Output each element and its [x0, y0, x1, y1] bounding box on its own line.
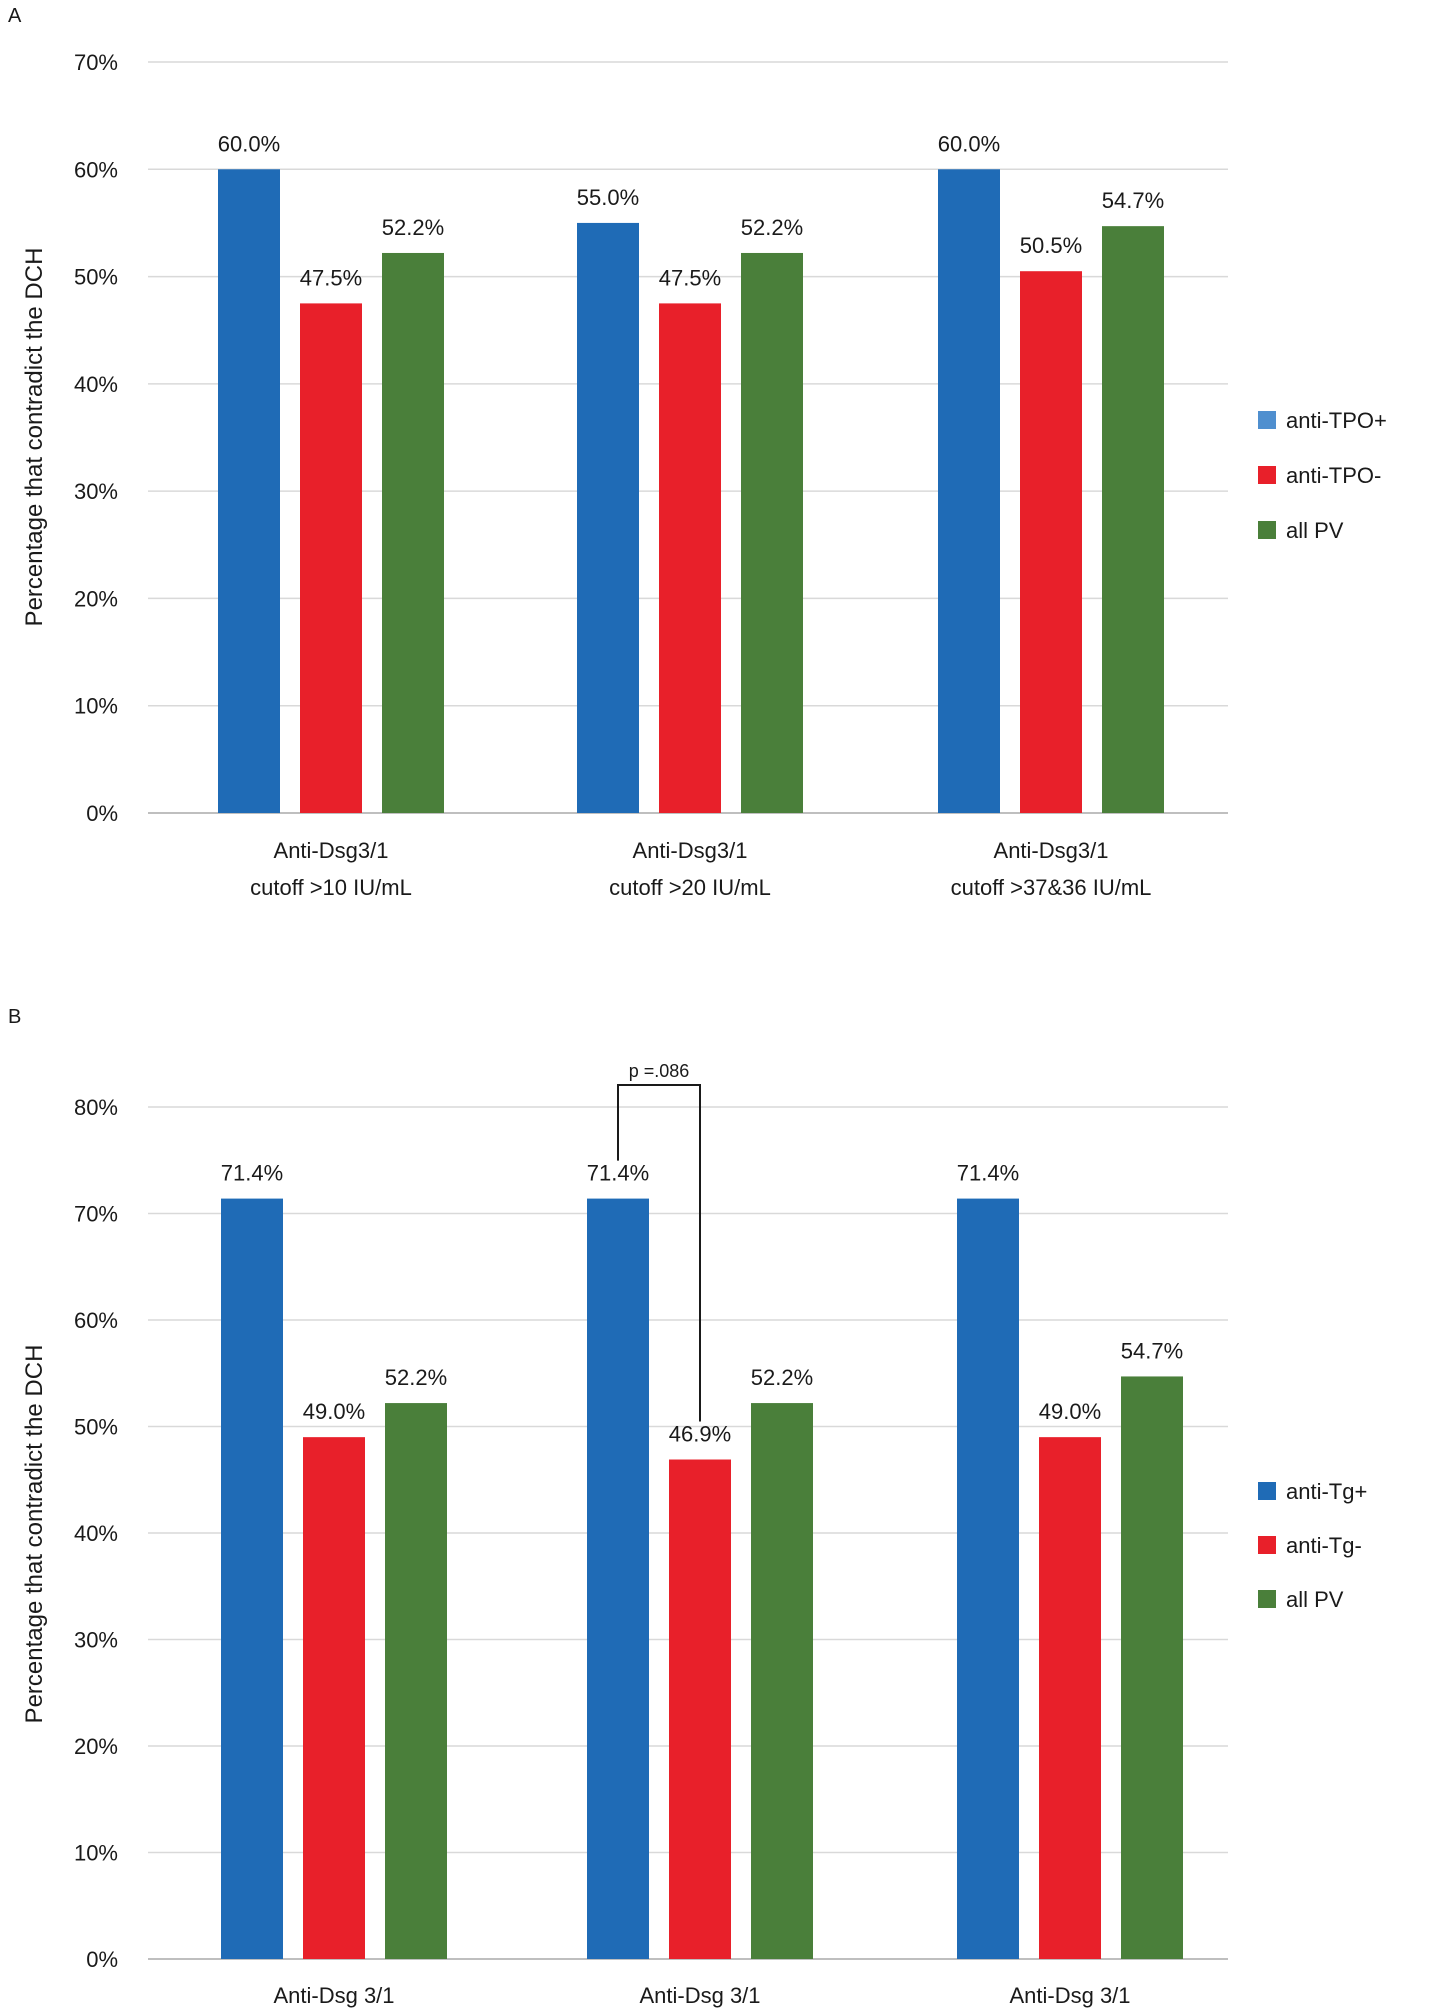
y-tick-label: 80%: [74, 1095, 118, 1120]
category-label-line2: cutoff >37&36 IU/mL: [951, 875, 1152, 900]
data-label: 50.5%: [1020, 233, 1082, 258]
chart-panel-a: A 0% 10% 20% 30% 40% 50% 60% 70% Percentage that …: [8, 5, 1387, 900]
bar-anti-tpo--1: [218, 169, 280, 814]
y-tick-label: 30%: [74, 1628, 118, 1653]
y-tick-label: 10%: [74, 694, 118, 719]
data-label: 47.5%: [300, 265, 362, 290]
bar-all-pv-2: [751, 1403, 813, 1959]
category-label-line2: cutoff >10 IU/mL: [250, 875, 412, 900]
legend-label: all PV: [1286, 518, 1344, 543]
legend-swatch: [1258, 1536, 1276, 1554]
panel-label: A: [8, 5, 22, 27]
data-label: 52.2%: [741, 215, 803, 240]
data-label: 52.2%: [385, 1365, 447, 1390]
data-label: 52.2%: [751, 1365, 813, 1390]
y-tick-label: 70%: [74, 50, 118, 75]
bar-anti-tg--2: [587, 1198, 649, 1959]
category-label-line1: Anti-Dsg 3/1: [639, 1983, 760, 2008]
data-label: 71.4%: [957, 1161, 1019, 1186]
category-label-line1: Anti-Dsg3/1: [994, 838, 1109, 863]
y-tick-label: 20%: [74, 1734, 118, 1759]
bar-anti-tpo--3: [938, 169, 1000, 814]
y-tick-label: 0%: [86, 1947, 118, 1972]
y-axis-title: Percentage that contradict the DCH: [21, 248, 48, 627]
bar-anti-tg--1: [221, 1198, 283, 1959]
bar-anti-tg--3: [957, 1198, 1019, 1959]
category-label-line1: Anti-Dsg 3/1: [273, 1983, 394, 2008]
y-tick-label: 70%: [74, 1202, 118, 1227]
bar-all-pv-1: [385, 1403, 447, 1959]
legend-swatch: [1258, 1590, 1276, 1608]
y-tick-label: 10%: [74, 1841, 118, 1866]
bar-anti-tpo--1: [300, 303, 362, 813]
data-label: 71.4%: [587, 1161, 649, 1186]
legend-swatch: [1258, 521, 1276, 539]
bar-anti-tg--1: [303, 1437, 365, 1959]
panel-label: B: [8, 1006, 21, 1028]
data-label: 49.0%: [303, 1399, 365, 1424]
legend-swatch: [1258, 411, 1276, 429]
legend-label: anti-Tg-: [1286, 1533, 1362, 1558]
y-tick-label: 40%: [74, 1521, 118, 1546]
legend-label: anti-TPO+: [1286, 408, 1387, 433]
data-label: 54.7%: [1102, 188, 1164, 213]
y-tick-label: 0%: [86, 801, 118, 826]
bar-anti-tg--3: [1039, 1437, 1101, 1959]
legend-label: all PV: [1286, 1587, 1344, 1612]
bar-all-pv-3: [1121, 1376, 1183, 1959]
legend-swatch: [1258, 1482, 1276, 1500]
y-tick-label: 50%: [74, 1415, 118, 1440]
bar-all-pv-1: [382, 252, 444, 813]
y-tick-label: 20%: [74, 586, 118, 611]
legend-label: anti-Tg+: [1286, 1479, 1367, 1504]
data-label: 60.0%: [218, 131, 280, 156]
bar-all-pv-2: [741, 252, 803, 813]
category-label-line1: Anti-Dsg3/1: [274, 838, 389, 863]
y-tick-label: 40%: [74, 372, 118, 397]
significance-bracket: [617, 1084, 701, 1422]
data-label: 60.0%: [938, 131, 1000, 156]
bar-anti-tpo--2: [577, 222, 639, 813]
data-label: 55.0%: [577, 185, 639, 210]
y-tick-label: 60%: [74, 157, 118, 182]
category-label-line1: Anti-Dsg3/1: [633, 838, 748, 863]
bar-anti-tpo--3: [1020, 271, 1082, 813]
category-label-line2: cutoff >20 IU/mL: [609, 875, 771, 900]
data-label: 71.4%: [221, 1161, 283, 1186]
bar-all-pv-3: [1102, 226, 1164, 813]
significance-label: p =.086: [629, 1061, 690, 1081]
y-tick-label: 60%: [74, 1308, 118, 1333]
legend-label: anti-TPO-: [1286, 463, 1381, 488]
bar-anti-tg--2: [669, 1459, 731, 1959]
data-label: 52.2%: [382, 215, 444, 240]
y-tick-label: 50%: [74, 265, 118, 290]
category-label-line1: Anti-Dsg 3/1: [1009, 1983, 1130, 2008]
y-tick-label: 30%: [74, 479, 118, 504]
data-label: 46.9%: [669, 1422, 731, 1447]
bar-anti-tpo--2: [659, 303, 721, 813]
data-label: 49.0%: [1039, 1399, 1101, 1424]
data-label: 47.5%: [659, 265, 721, 290]
y-axis-title: Percentage that contradict the DCH: [21, 1345, 48, 1724]
data-label: 54.7%: [1121, 1338, 1183, 1363]
chart-panel-b: B 0% 10% 20% 30% 40% 50% 60% 70% 80% Percentage th…: [8, 1006, 1367, 2008]
legend-swatch: [1258, 466, 1276, 484]
